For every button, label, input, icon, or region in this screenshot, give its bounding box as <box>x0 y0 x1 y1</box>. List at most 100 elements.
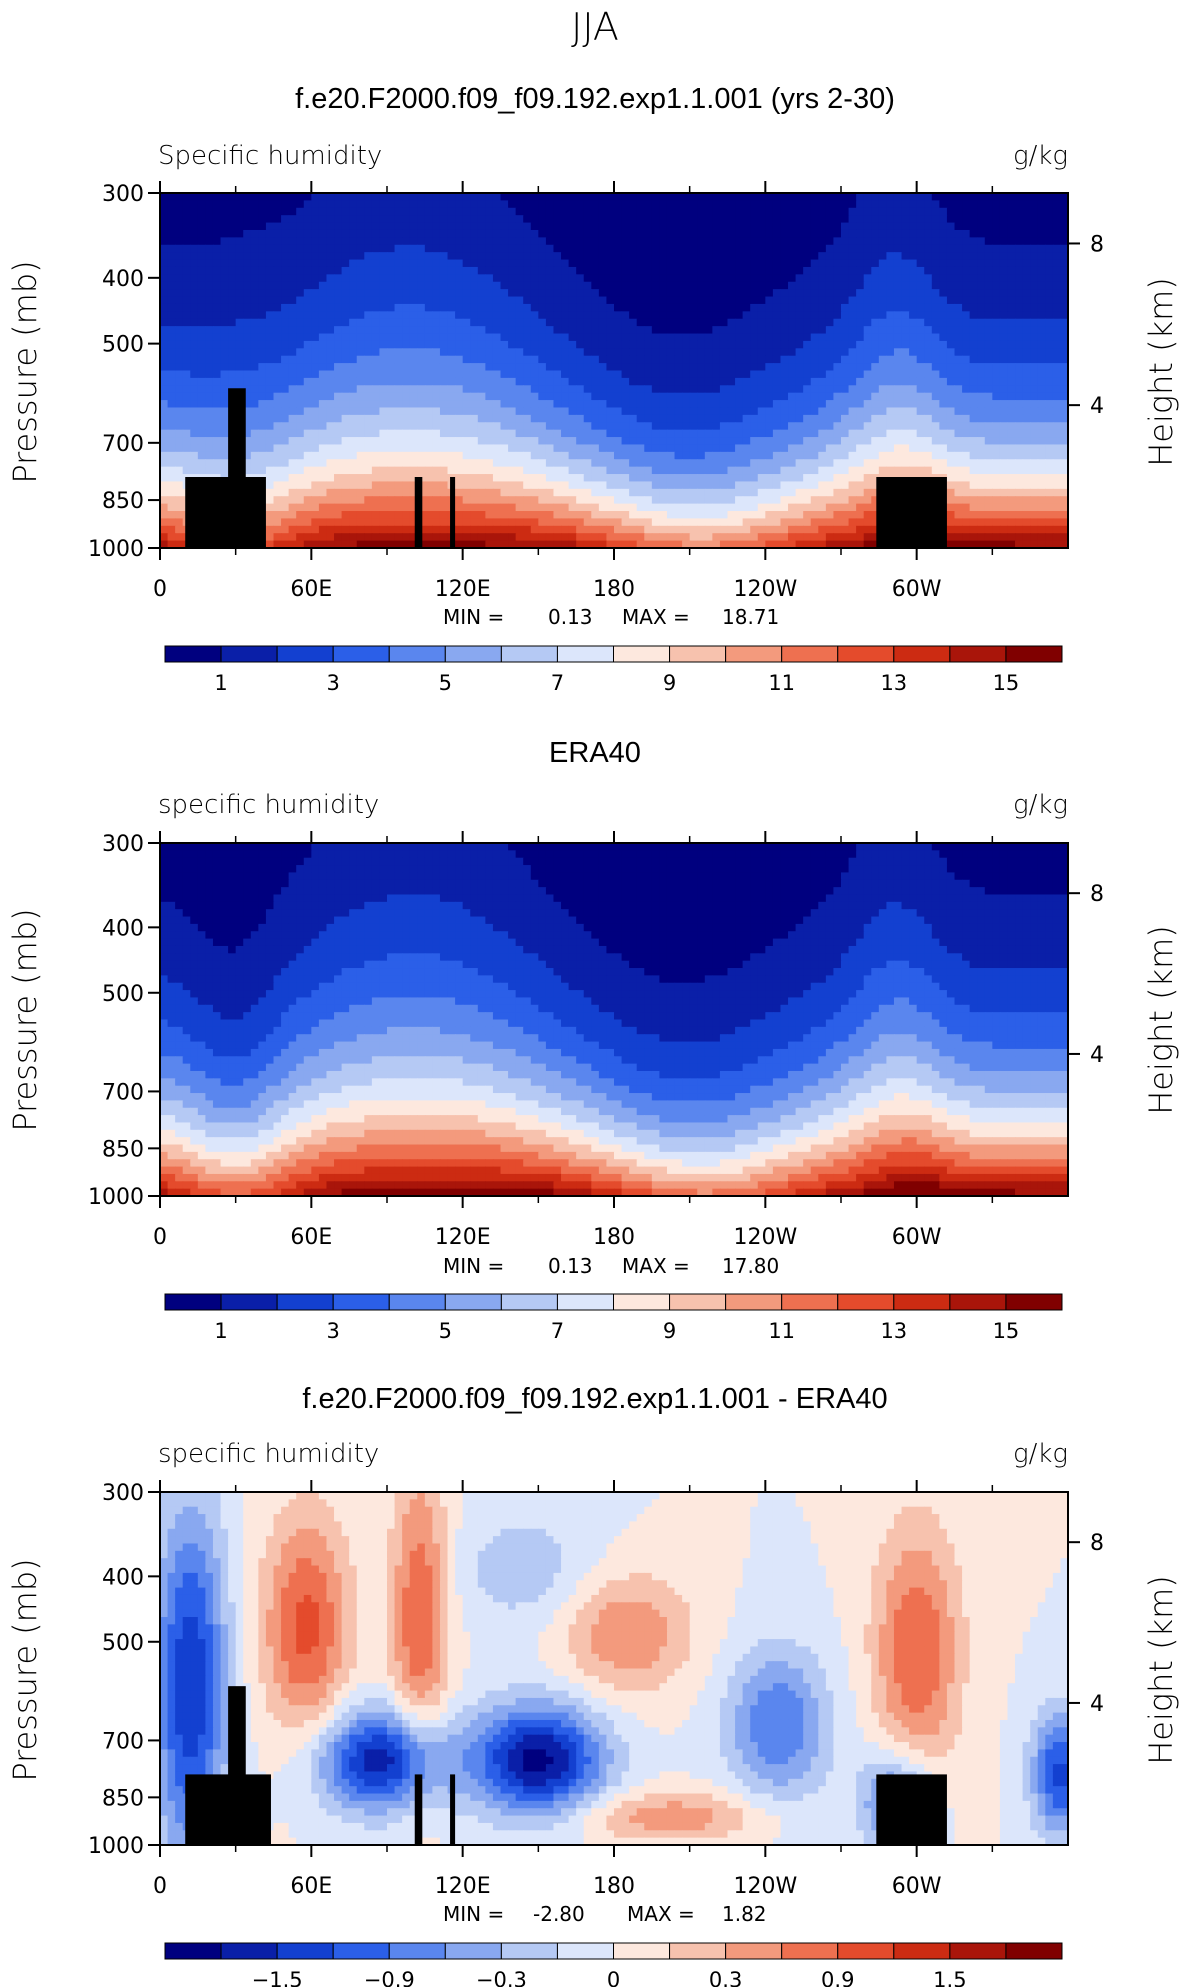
heatmap-cell <box>182 340 191 349</box>
heatmap-cell <box>833 348 842 357</box>
heatmap-cell <box>205 207 214 216</box>
heatmap-cell <box>636 466 645 475</box>
heatmap-cell <box>946 333 956 342</box>
heatmap-cell <box>886 274 895 283</box>
heatmap-cell <box>439 200 449 209</box>
heatmap-cell <box>901 326 910 335</box>
heatmap-cell <box>735 429 744 438</box>
heatmap-cell <box>1060 259 1069 268</box>
heatmap-cell <box>205 355 214 364</box>
heatmap-cell <box>515 481 524 490</box>
heatmap-cell <box>530 340 539 349</box>
heatmap-cell <box>712 274 721 283</box>
heatmap-cell <box>954 237 963 246</box>
heatmap-cell <box>500 355 509 364</box>
heatmap-cell <box>742 481 751 490</box>
heatmap-cell <box>1015 266 1024 275</box>
heatmap-cell <box>220 318 229 327</box>
heatmap-cell <box>712 422 721 431</box>
heatmap-cell <box>364 200 373 209</box>
heatmap-cell <box>356 466 365 475</box>
heatmap-cell <box>863 459 872 468</box>
heatmap-cell <box>893 385 903 394</box>
heatmap-cell <box>856 289 865 298</box>
heatmap-cell <box>871 318 880 327</box>
heatmap-cell <box>636 348 645 357</box>
heatmap-cell <box>160 259 169 268</box>
heatmap-cell <box>326 303 335 312</box>
heatmap-cell <box>500 363 509 372</box>
heatmap-cell <box>485 207 494 216</box>
heatmap-cell <box>939 215 948 224</box>
heatmap-cell <box>273 459 282 468</box>
heatmap-cell <box>243 252 252 261</box>
heatmap-cell <box>727 281 736 290</box>
heatmap-cell <box>735 244 744 253</box>
heatmap-cell <box>878 318 887 327</box>
heatmap-cell <box>515 259 524 268</box>
heatmap-cell <box>893 207 903 216</box>
heatmap-cell <box>318 437 328 446</box>
heatmap-cell <box>772 363 782 372</box>
heatmap-cell <box>175 207 184 216</box>
heatmap-cell <box>916 451 925 460</box>
heatmap-cell <box>598 229 608 238</box>
heatmap-cell <box>719 340 729 349</box>
heatmap-cell <box>470 318 479 327</box>
heatmap-cell <box>356 259 365 268</box>
heatmap-cell <box>500 444 509 453</box>
heatmap-cell <box>545 437 555 446</box>
heatmap-cell <box>492 326 502 335</box>
heatmap-cell <box>523 348 532 357</box>
heatmap-cell <box>281 496 290 505</box>
heatmap-cell <box>704 444 713 453</box>
heatmap-cell <box>871 348 880 357</box>
heatmap-cell <box>485 200 494 209</box>
heatmap-cell <box>212 193 222 201</box>
heatmap-cell <box>265 318 275 327</box>
heatmap-cell <box>175 215 184 224</box>
heatmap-cell <box>311 318 320 327</box>
heatmap-cell <box>825 392 835 401</box>
heatmap-cell <box>220 266 229 275</box>
heatmap-cell <box>561 252 570 261</box>
heatmap-cell <box>833 200 842 209</box>
heatmap-cell <box>606 407 615 416</box>
heatmap-cell <box>803 488 812 497</box>
heatmap-cell <box>856 244 865 253</box>
heatmap-cell <box>833 311 842 320</box>
heatmap-cell <box>318 370 328 379</box>
heatmap-cell <box>326 348 335 357</box>
heatmap-cell <box>598 392 608 401</box>
heatmap-cell <box>598 422 608 431</box>
heatmap-cell <box>689 200 698 209</box>
heatmap-cell <box>727 266 736 275</box>
heatmap-cell <box>644 296 653 305</box>
heatmap-cell <box>288 422 297 431</box>
heatmap-cell <box>992 303 1001 312</box>
heatmap-cell <box>190 392 199 401</box>
heatmap-cell <box>909 392 918 401</box>
heatmap-cell <box>644 496 653 505</box>
heatmap-cell <box>780 200 789 209</box>
heatmap-cell <box>719 274 729 283</box>
heatmap-cell <box>455 459 464 468</box>
heatmap-cell <box>629 348 638 357</box>
heatmap-cell <box>273 348 282 357</box>
heatmap-cell <box>220 303 229 312</box>
heatmap-cell <box>803 229 812 238</box>
heatmap-cell <box>878 200 887 209</box>
heatmap-cell <box>190 318 199 327</box>
heatmap-cell <box>568 274 577 283</box>
heatmap-cell <box>833 400 842 409</box>
heatmap-cell <box>825 429 835 438</box>
heatmap-cell <box>1015 222 1024 231</box>
heatmap-cell <box>470 303 479 312</box>
heatmap-cell <box>984 193 993 201</box>
heatmap-cell <box>1007 311 1016 320</box>
heatmap-cell <box>719 429 729 438</box>
heatmap-cell <box>636 481 645 490</box>
heatmap-cell <box>939 333 948 342</box>
heatmap-cell <box>984 340 993 349</box>
heatmap-cell <box>500 392 509 401</box>
